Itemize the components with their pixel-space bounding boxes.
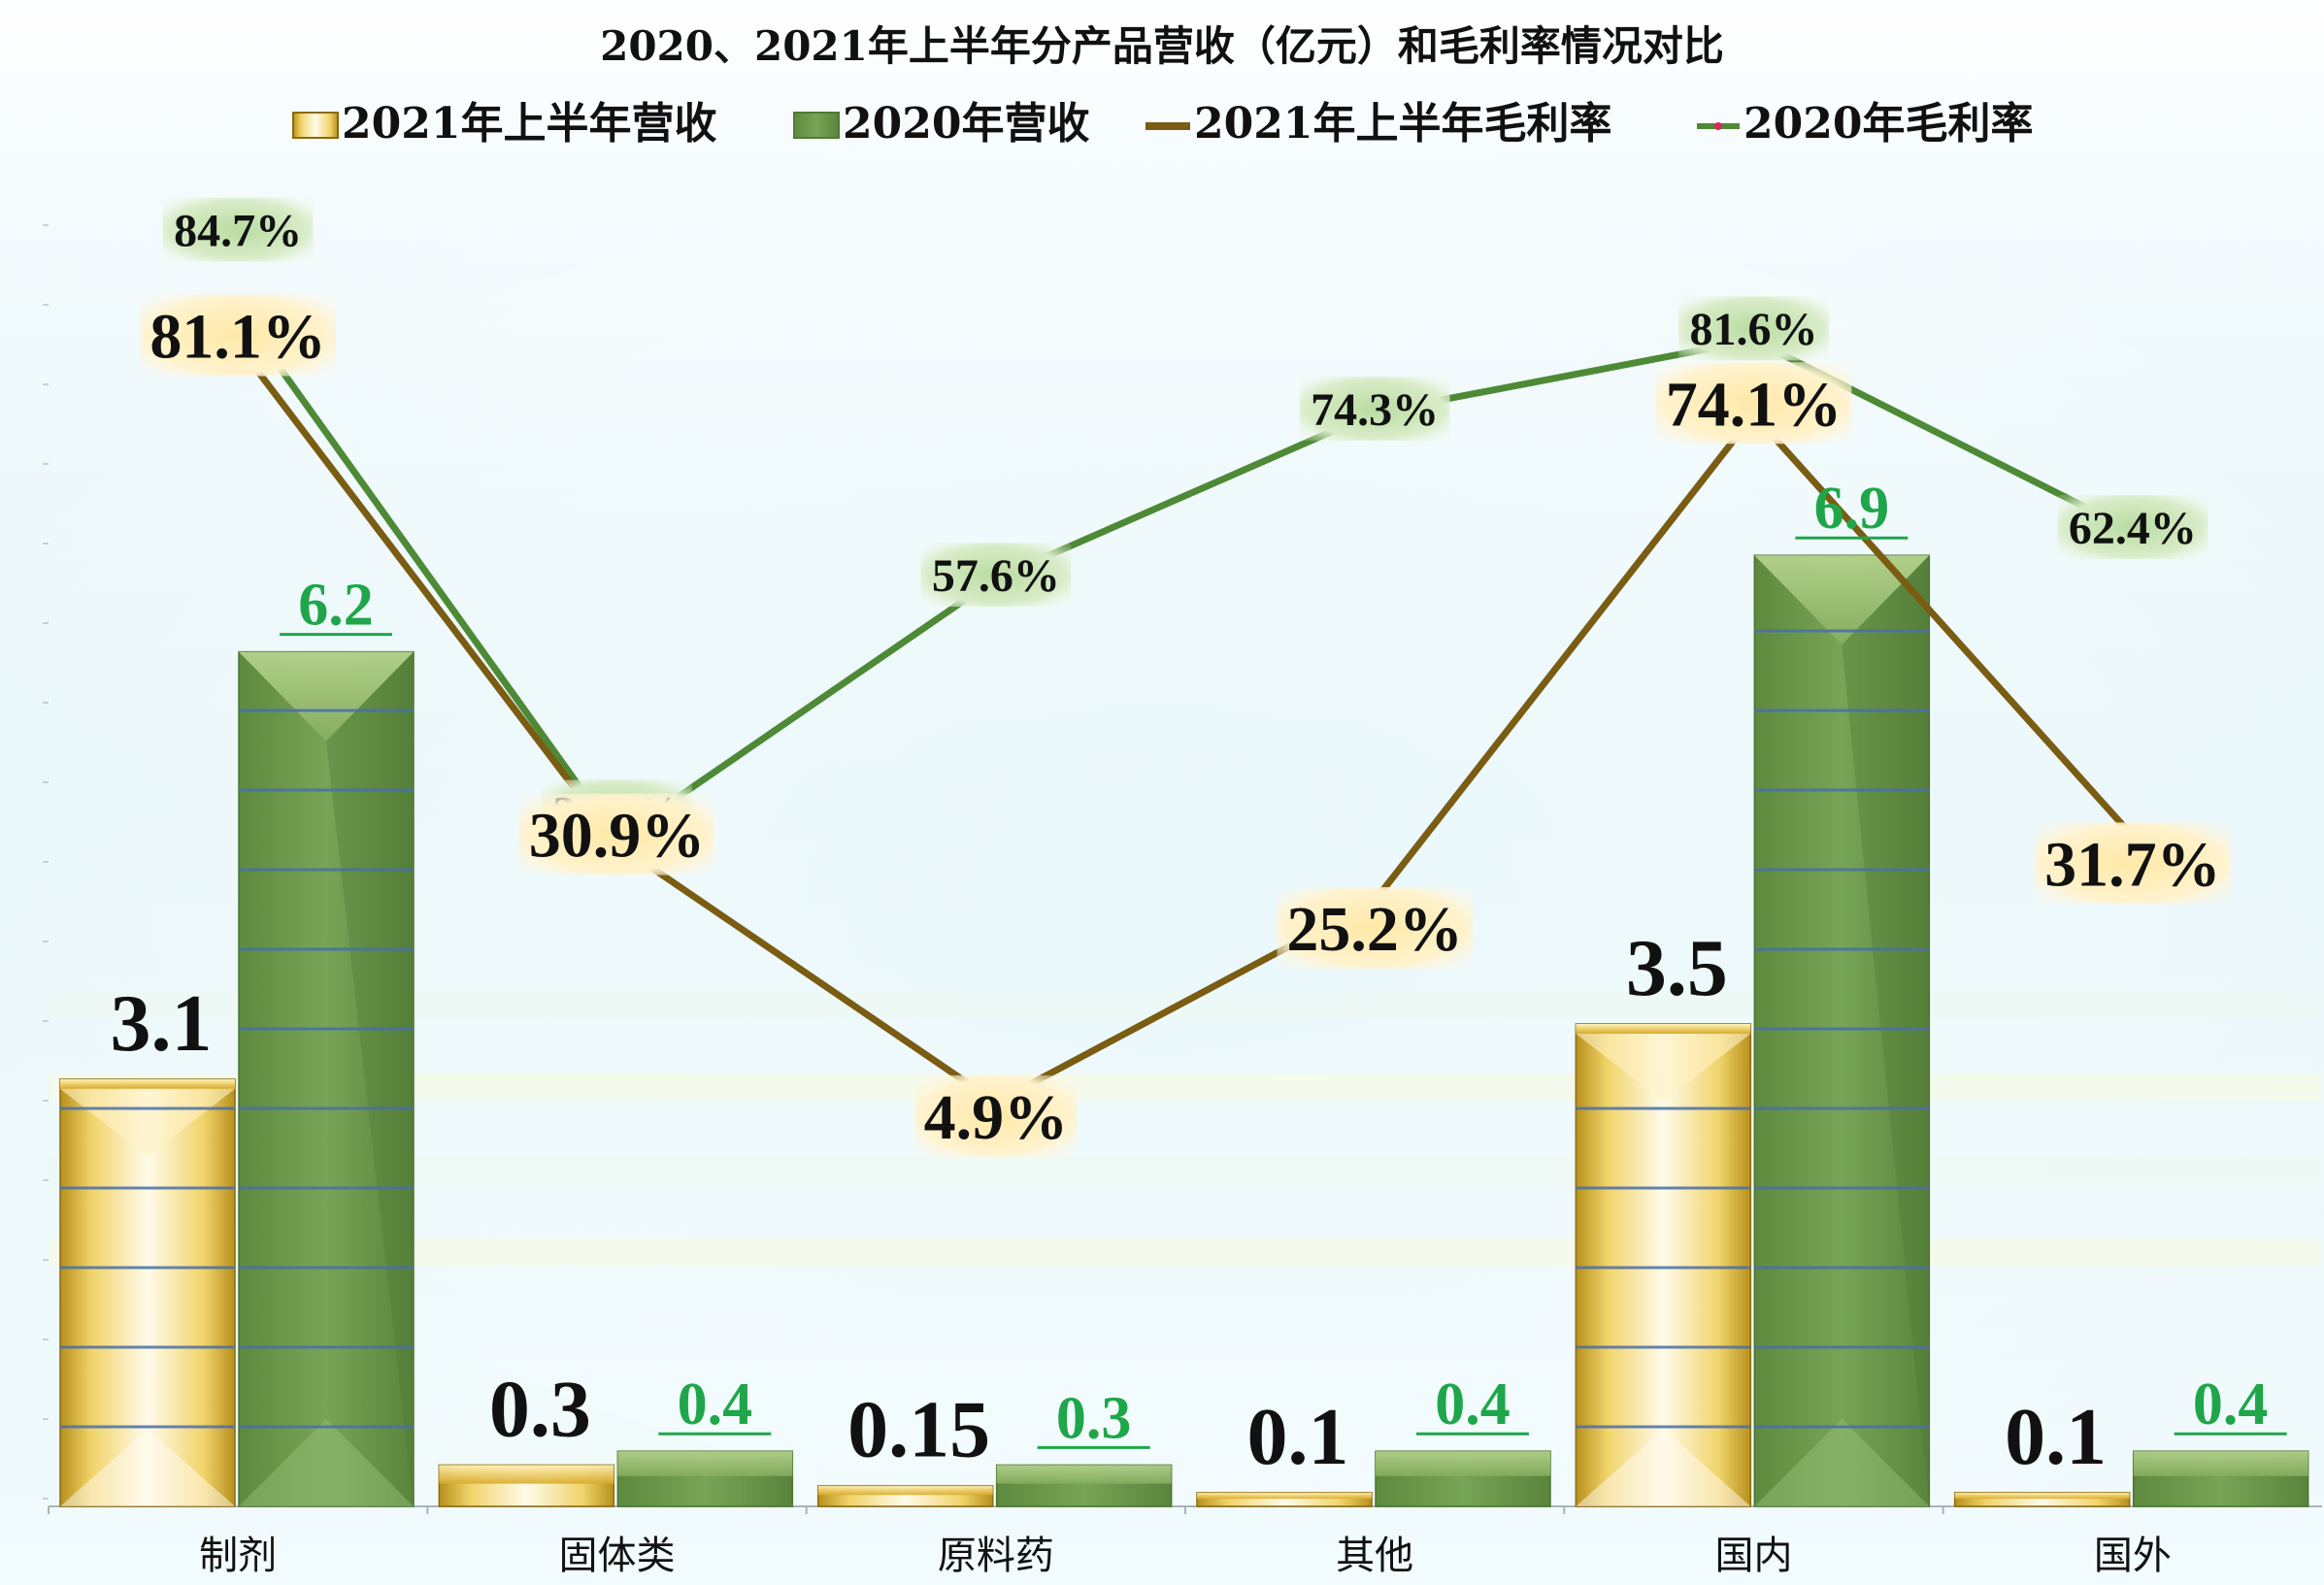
bar-2020-revenue-bevel — [239, 651, 414, 742]
bar-label-2020-revenue: 6.9 — [1814, 476, 1890, 542]
bar-2021-revenue-cap — [1576, 1024, 1751, 1034]
line-label-2021-margin: 25.2% — [1286, 894, 1463, 965]
legend-item-2020-revenue: 2020年营收 — [793, 99, 1089, 149]
bar-2020-revenue-cap — [2133, 1451, 2308, 1476]
bar-2021-revenue-cap — [1954, 1492, 2130, 1500]
x-axis-label: 国外 — [2094, 1534, 2172, 1578]
bar-label-2021-revenue: 0.1 — [2005, 1392, 2107, 1482]
x-axis-label: 制剂 — [199, 1534, 277, 1578]
chart-legend: 2021年上半年营收 2020年营收 2021年上半年毛利率 2020年毛利率 — [292, 99, 2033, 149]
x-axis-label: 原料药 — [938, 1534, 1054, 1578]
chart-title: 2020、2021年上半年分产品营收（亿元）和毛利率情况对比 — [600, 22, 1724, 70]
x-axis-label: 其他 — [1336, 1534, 1413, 1578]
background-stripe — [49, 1238, 2322, 1266]
line-label-2020-margin-bg — [1678, 296, 1829, 361]
line-label-2021-margin-bg — [140, 294, 336, 377]
line-label-2021-margin-bg — [1277, 886, 1473, 969]
bar-2020-revenue — [995, 1464, 1173, 1507]
line-label-2021-margin-bg — [518, 793, 715, 875]
bar-2021-revenue — [1953, 1492, 2131, 1507]
legend-label-2021-revenue: 2021年上半年营收 — [342, 99, 716, 149]
legend-swatch-2021-revenue — [292, 112, 339, 139]
x-axis-label: 国内 — [1715, 1534, 1793, 1578]
bar-2020-revenue — [2132, 1450, 2309, 1507]
legend-label-2020-margin: 2020年毛利率 — [1743, 99, 2033, 149]
line-label-2020-margin: 74.3% — [1311, 384, 1439, 436]
line-label-2020-margin: 81.6% — [1690, 304, 1818, 355]
bar-label-2021-revenue: 0.1 — [1247, 1392, 1349, 1482]
bar-2020-revenue — [1375, 1450, 1551, 1507]
legend-item-2021-margin: 2021年上半年毛利率 — [1145, 99, 1611, 149]
bar-2021-revenue-cap — [60, 1078, 235, 1089]
line-label-2020-margin: 84.7% — [174, 205, 302, 256]
bar-2021-revenue-bevel — [1576, 1034, 1751, 1102]
bar-2020-revenue-cap — [996, 1465, 1172, 1484]
line-label-2021-margin: 31.7% — [2044, 829, 2221, 900]
bar-layer — [59, 554, 2309, 1507]
axis-layer: 制剂 固体类 原料药 其他 国内 国外 — [43, 224, 2322, 1578]
legend-swatch-2020-revenue — [793, 112, 840, 139]
bar-label-2020-revenue: 0.3 — [1056, 1385, 1132, 1451]
line-label-2020-margin-bg — [162, 197, 314, 262]
bar-2021-revenue — [816, 1484, 994, 1507]
bar-2021-revenue-cap — [1197, 1492, 1372, 1500]
bar-2021-revenue-cap — [439, 1465, 614, 1484]
bar-label-2020-revenue: 6.2 — [298, 573, 374, 639]
bar-label-2020-revenue: 0.4 — [2193, 1371, 2269, 1437]
label-layer: 3.1 6.2 0.3 0.4 0.15 0.3 0.1 0.4 3.5 6.9 0.1 0.4 84.… — [111, 197, 2287, 1482]
legend-label-2020-revenue: 2020年营收 — [843, 99, 1089, 149]
legend-label-2021-margin: 2021年上半年毛利率 — [1194, 99, 1611, 149]
line-label-2020-margin-bg — [2057, 495, 2208, 560]
line-label-2021-margin: 81.1% — [149, 302, 326, 373]
bar-2020-revenue-shade — [326, 651, 414, 1506]
line-label-2020-margin-bg — [920, 543, 1072, 608]
bar-2020-revenue-cap — [617, 1451, 793, 1476]
bar-2021-revenue-cap — [817, 1485, 993, 1496]
bar-2021-revenue — [438, 1464, 615, 1507]
legend-item-2020-margin: 2020年毛利率 — [1697, 99, 2033, 149]
bar-label-2021-revenue: 3.1 — [111, 978, 213, 1069]
line-label-2021-margin-bg — [914, 1074, 1078, 1157]
bar-2021-revenue — [59, 1078, 236, 1507]
bar-2020-revenue — [1753, 554, 1931, 1507]
bar-2020-revenue — [616, 1450, 794, 1507]
bar-2021-revenue — [1575, 1023, 1752, 1507]
bar-2020-revenue-floor — [1754, 1419, 1930, 1506]
bar-2020-revenue-body — [238, 650, 415, 1507]
bar-2021-revenue — [1196, 1492, 1373, 1507]
bar-2020-revenue-bevel — [1754, 555, 1930, 645]
bar-2020-revenue — [238, 650, 415, 1507]
bar-2021-revenue-floor — [1576, 1429, 1751, 1506]
line-label-2021-margin-bg — [1655, 362, 1852, 445]
legend-item-2021-revenue: 2021年上半年营收 — [292, 99, 716, 149]
background-stripe — [49, 1156, 2322, 1183]
bar-label-2020-revenue: 0.4 — [1435, 1371, 1511, 1437]
legend-marker-2020-margin — [1714, 122, 1722, 130]
line-label-2021-margin: 74.1% — [1666, 369, 1843, 440]
line-label-2021-margin: 30.9% — [529, 801, 706, 872]
bar-2020-revenue-floor — [239, 1419, 414, 1506]
bar-label-2021-revenue: 0.15 — [847, 1385, 990, 1475]
bar-label-2021-revenue: 3.5 — [1626, 923, 1728, 1013]
line-label-2021-margin: 4.9% — [924, 1082, 1069, 1153]
bar-2021-revenue-floor — [60, 1429, 235, 1506]
line-label-2020-margin-bg — [1299, 377, 1450, 442]
bar-2020-revenue-cap — [1376, 1451, 1550, 1476]
bar-label-2020-revenue: 0.4 — [678, 1371, 753, 1437]
line-label-2020-margin: 62.4% — [2069, 503, 2197, 554]
line-label-2021-margin-bg — [2035, 822, 2231, 905]
x-axis-label: 固体类 — [559, 1534, 676, 1578]
bar-2021-revenue-bevel — [60, 1088, 235, 1157]
bar-label-2021-revenue: 0.3 — [489, 1364, 591, 1454]
background-stripe — [49, 1073, 2322, 1101]
line-label-2020-margin: 57.6% — [932, 550, 1060, 602]
line-2021-margin — [234, 342, 2137, 1106]
